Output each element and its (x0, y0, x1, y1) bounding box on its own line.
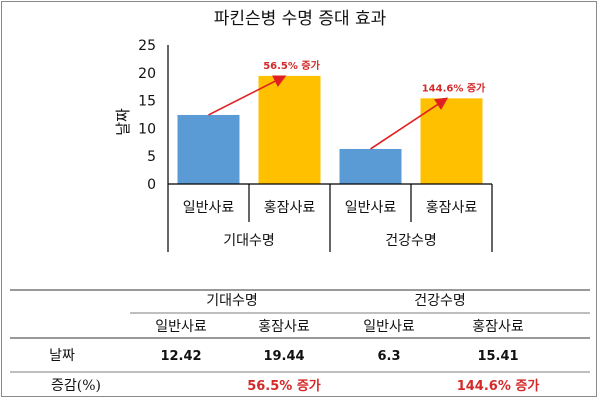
x-category-label: 일반사료 (345, 200, 397, 216)
table-sub-header-3: 일반사료 (363, 319, 415, 335)
y-tick-label: 5 (147, 149, 156, 165)
table-group-header-2: 건강수명 (414, 293, 466, 309)
y-axis-label: 날짜 (114, 108, 132, 136)
table-row-label-days: 날짜 (49, 348, 75, 364)
table-sub-header-4: 홍잠사료 (472, 319, 524, 335)
table-cell-days-3: 6.3 (377, 349, 400, 364)
table-sub-header-2: 홍잠사료 (258, 319, 310, 335)
y-tick-label: 10 (138, 121, 156, 137)
increase-arrows: 56.5% 증가 144.6% 증가 (208, 59, 486, 150)
bar-2-2 (420, 98, 483, 184)
table-cell-days-4: 15.41 (477, 349, 518, 364)
table-cell-days-1: 12.42 (160, 349, 201, 364)
x-group-label: 기대수명 (223, 233, 275, 249)
chart-title: 파킨슨병 수명 증대 효과 (214, 9, 387, 29)
table-cell-change-2: 56.5% 증가 (247, 379, 321, 394)
table-row-label-change: 증감(%) (51, 378, 101, 394)
increase-annotation-1: 56.5% 증가 (263, 59, 320, 72)
bar-1-1 (177, 114, 240, 184)
y-tick-label: 0 (147, 177, 156, 193)
y-tick-label: 20 (138, 66, 156, 82)
x-category-label: 홍잠사료 (264, 200, 316, 216)
increase-annotation-2: 144.6% 증가 (422, 81, 486, 94)
table-cell-change-4: 144.6% 증가 (457, 379, 540, 394)
table-group-header-1: 기대수명 (206, 293, 258, 309)
bar-2-1 (339, 148, 402, 184)
table-cell-days-2: 19.44 (263, 349, 304, 364)
y-tick-label: 25 (138, 38, 156, 54)
table-sub-header-1: 일반사료 (155, 319, 207, 335)
y-axis: 0 5 10 15 20 25 (138, 38, 169, 193)
increase-arrow-2 (370, 97, 449, 150)
x-group-label: 건강수명 (385, 233, 437, 249)
y-tick-label: 15 (138, 94, 156, 110)
bars-group (177, 75, 483, 184)
x-category-label: 일반사료 (183, 200, 235, 216)
x-category-label: 홍잠사료 (426, 200, 478, 216)
bar-1-2 (258, 75, 321, 184)
data-table: 기대수명 건강수명 일반사료 홍잠사료 일반사료 홍잠사료 날짜 12.42 1… (10, 289, 590, 394)
increase-arrow-1 (208, 75, 287, 116)
